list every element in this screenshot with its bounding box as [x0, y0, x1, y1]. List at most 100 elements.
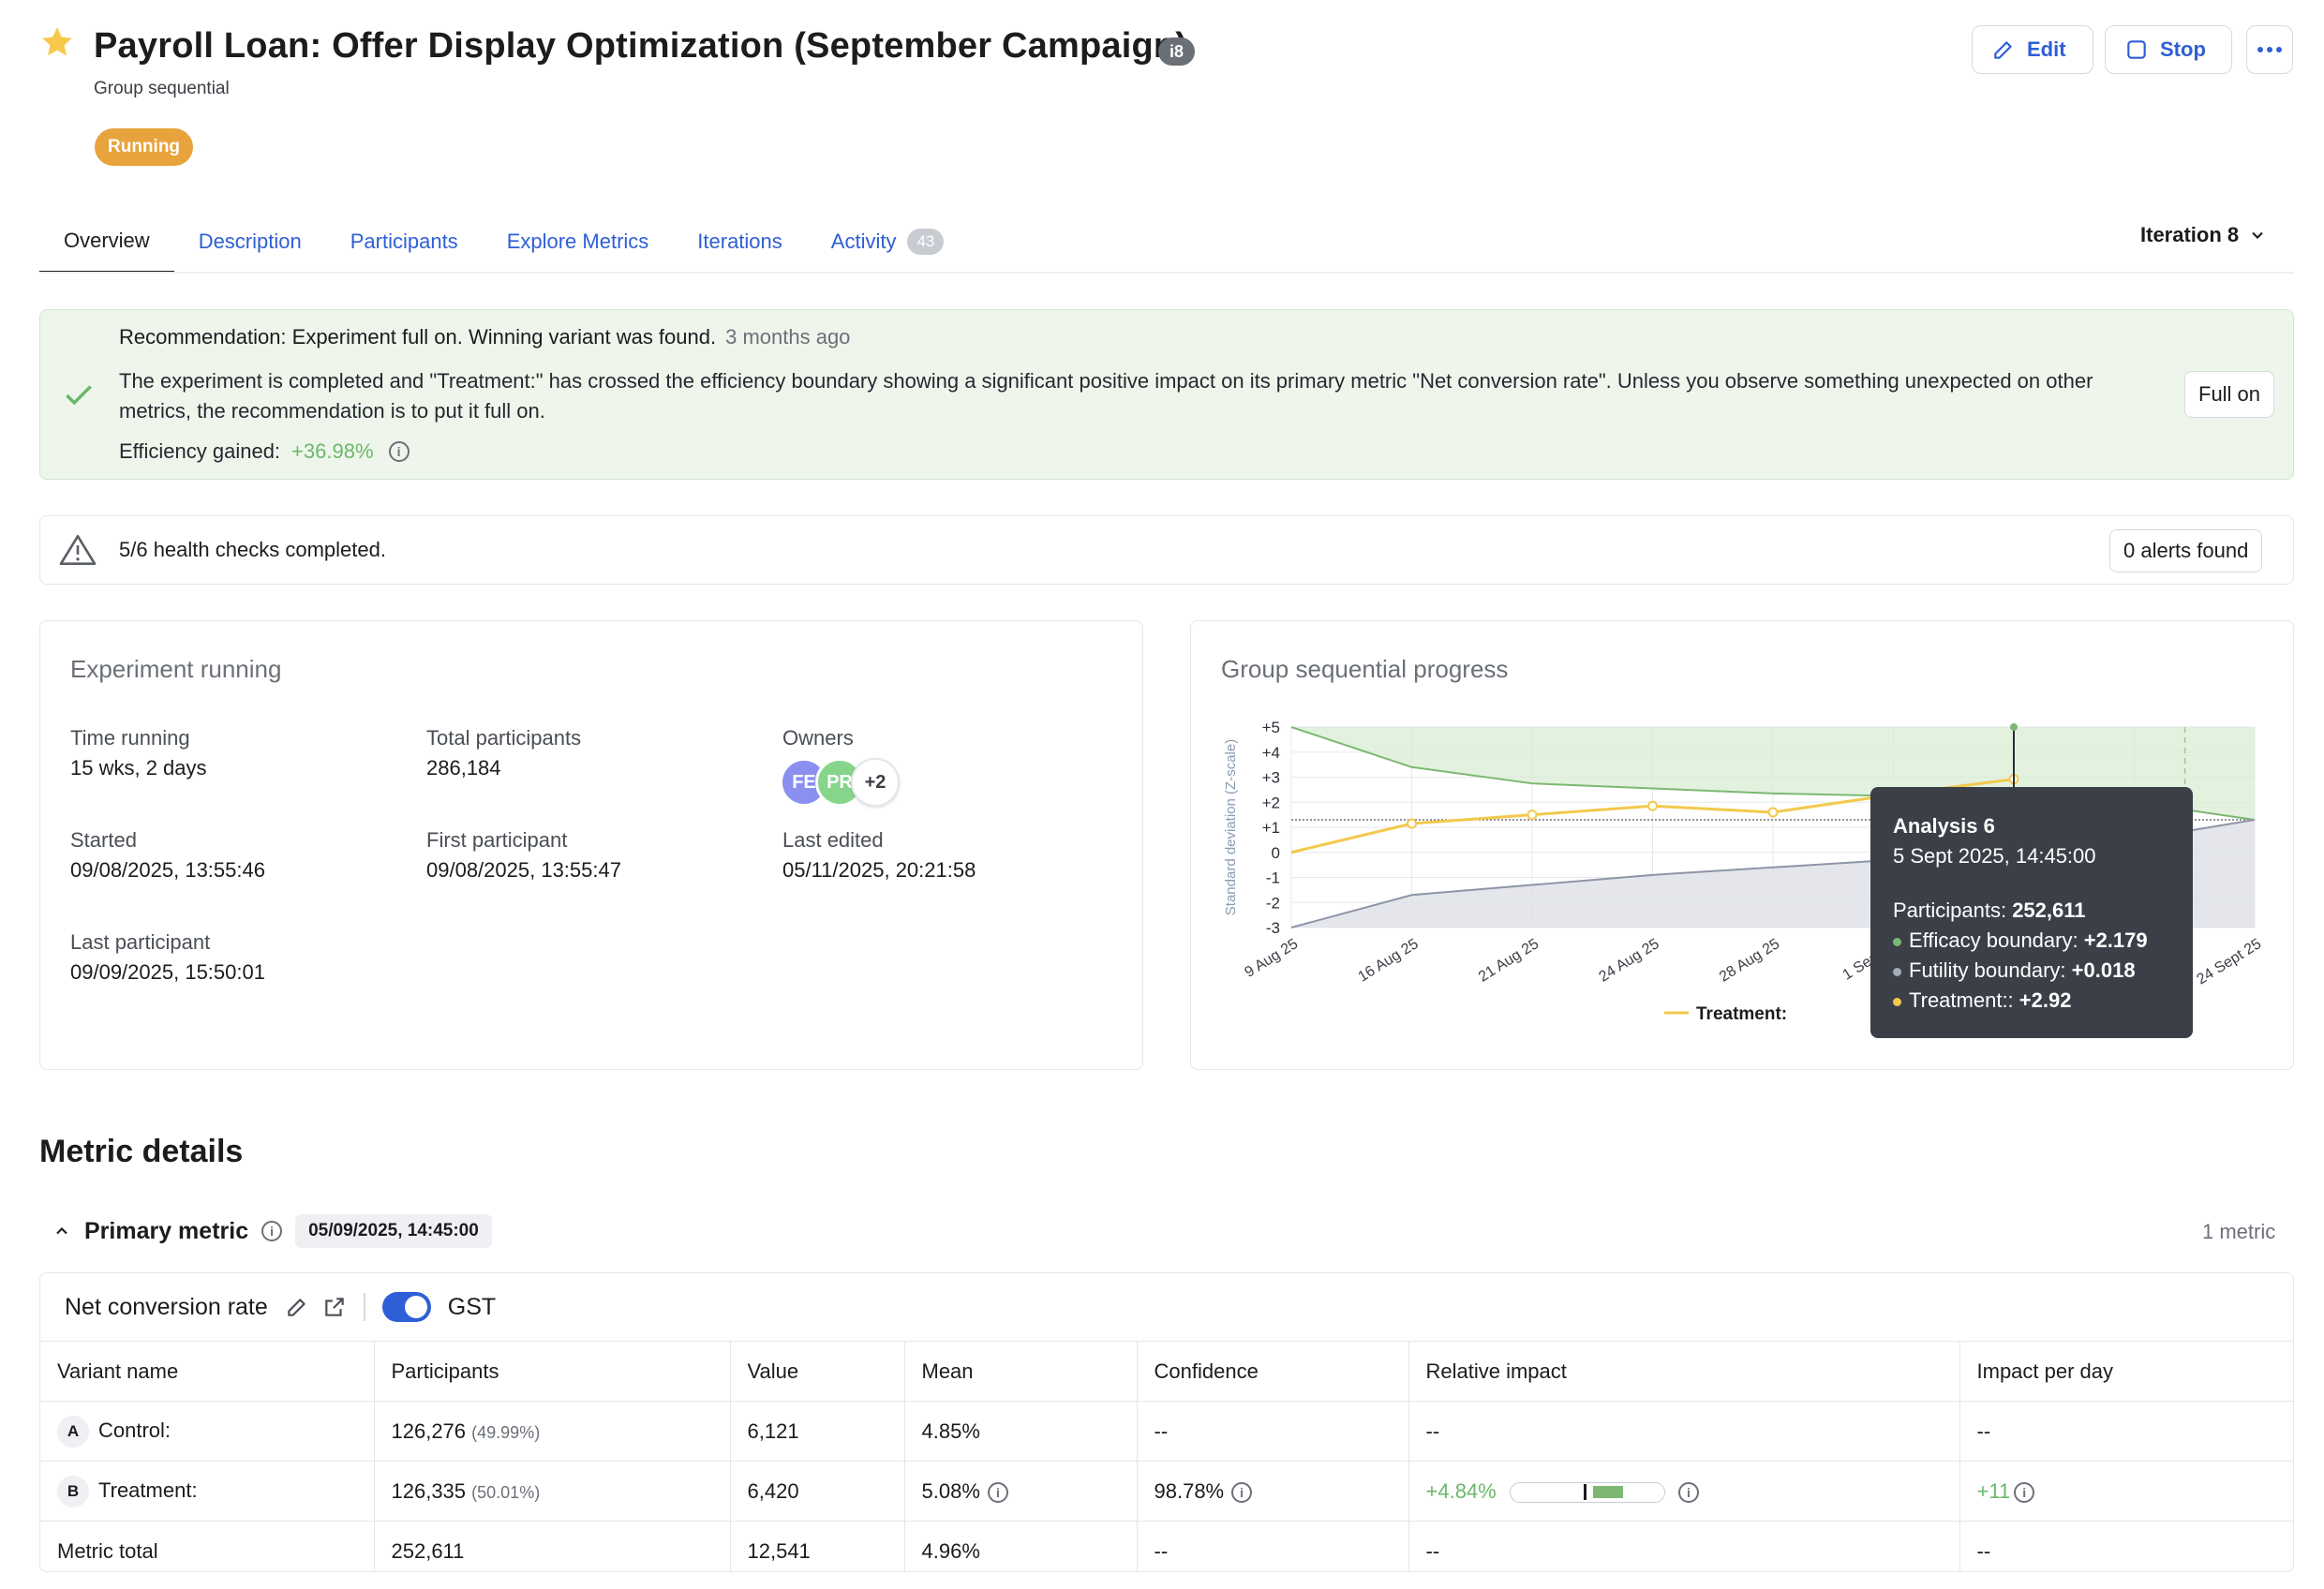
mean-cell: 4.96% [904, 1521, 1138, 1571]
tooltip-futility: Futility boundary: +0.018 [1893, 956, 2170, 986]
favorite-star-icon[interactable] [39, 24, 75, 60]
external-link-icon[interactable] [322, 1295, 347, 1319]
full-on-button[interactable]: Full on [2184, 371, 2275, 418]
tooltip-efficacy: Efficacy boundary: +2.179 [1893, 926, 2170, 956]
impact-interval [1592, 1485, 1625, 1498]
x-tick-label: 9 Aug 25 [1243, 936, 1302, 981]
info-icon[interactable]: i [388, 441, 410, 462]
info-icon[interactable]: i [1231, 1481, 1253, 1503]
column-header: Mean [904, 1341, 1138, 1402]
info-icon[interactable]: i [987, 1481, 1008, 1503]
recommendation-title: Recommendation: Experiment full on. Winn… [119, 325, 850, 349]
mean-cell: 5.08% i [904, 1461, 1138, 1522]
tooltip-date: 5 Sept 2025, 14:45:00 [1893, 844, 2096, 868]
iteration-select-label: Iteration 8 [2140, 223, 2240, 246]
chevron-up-icon[interactable] [52, 1222, 71, 1240]
y-tick-label: +4 [1262, 744, 1280, 762]
confidence-cell: -- [1137, 1401, 1409, 1462]
tooltip-label: Efficacy boundary: [1909, 928, 2078, 952]
experiment-running-card: Experiment running Time running 15 wks, … [39, 620, 1143, 1070]
tab-overview[interactable]: Overview [39, 210, 174, 274]
efficiency-label: Efficiency gained: [119, 439, 281, 463]
confidence-value: 98.78% [1154, 1478, 1225, 1503]
participants-share: (49.99%) [471, 1422, 541, 1442]
variant-chip: B [57, 1475, 89, 1507]
tab-activity-label: Activity [830, 230, 897, 253]
primary-metric-label: Primary metric [84, 1217, 249, 1244]
table-total-row: Metric total 252,611 12,541 4.96% -- -- … [40, 1521, 2293, 1571]
stop-square-icon [2127, 40, 2146, 59]
tooltip-value: +0.018 [2071, 958, 2136, 982]
field-value: 15 wks, 2 days [70, 756, 207, 780]
edit-label: Edit [2027, 37, 2066, 61]
pencil-icon[interactable] [285, 1295, 309, 1319]
iteration-select[interactable]: Iteration 8 [2140, 223, 2267, 247]
field-value: 286,184 [426, 756, 501, 780]
mean-value: 5.08% [921, 1478, 980, 1503]
iteration-badge: i8 [1158, 37, 1196, 66]
impact-interval-bar [1509, 1481, 1665, 1503]
field-label: Owners [782, 726, 854, 750]
tooltip-value: +2.92 [2019, 988, 2072, 1012]
card-title: Experiment running [70, 655, 282, 683]
tooltip-title: Analysis 6 [1893, 814, 1995, 838]
y-tick-label: -1 [1266, 869, 1280, 887]
tooltip-value: 252,611 [2012, 898, 2086, 922]
tab-iterations[interactable]: Iterations [697, 230, 782, 253]
y-tick-label: +2 [1262, 794, 1280, 811]
field-label: Started [70, 828, 137, 852]
gst-toggle[interactable] [381, 1292, 431, 1322]
column-header: Variant name [40, 1341, 375, 1402]
tab-participants[interactable]: Participants [350, 230, 458, 253]
more-options-button[interactable] [2246, 25, 2293, 74]
value-cell: 6,420 [730, 1461, 905, 1522]
metric-count: 1 metric [2202, 1220, 2276, 1243]
divider [363, 1293, 365, 1321]
recommendation-title-text: Recommendation: Experiment full on. Winn… [119, 325, 717, 349]
check-icon [66, 385, 92, 406]
efficiency-value: +36.98% [291, 439, 374, 463]
alerts-button[interactable]: 0 alerts found [2109, 529, 2263, 572]
total-label: Metric total [40, 1521, 375, 1571]
variant-chip: A [57, 1415, 89, 1448]
recommendation-body: The experiment is completed and "Treatme… [119, 369, 2093, 423]
time-running: Time running 15 wks, 2 days [70, 726, 207, 780]
table-row: B Treatment: 126,335 (50.01%) 6,420 5.08%… [40, 1461, 2293, 1522]
table-header-row: Variant name Participants Value Mean Con… [40, 1341, 2293, 1402]
y-tick-label: -3 [1266, 919, 1280, 937]
metric-table: Variant name Participants Value Mean Con… [40, 1341, 2293, 1571]
more-horizontal-icon [2257, 47, 2282, 52]
x-tick-label: 28 Aug 25 [1717, 936, 1782, 986]
field-value: 09/09/2025, 15:50:01 [70, 960, 265, 984]
mean-cell: 4.85% [904, 1401, 1138, 1462]
primary-metric-header[interactable]: Primary metric i 05/09/2025, 14:45:00 [52, 1214, 492, 1248]
edit-button[interactable]: Edit [1972, 25, 2093, 74]
column-header: Relative impact [1408, 1341, 1960, 1402]
gst-label: GST [447, 1293, 497, 1320]
per-day-value: +11 [1976, 1478, 2011, 1503]
experiment-type: Group sequential [94, 79, 230, 98]
column-header: Impact per day [1959, 1341, 2293, 1402]
treatment-point [1767, 807, 1779, 818]
y-tick-label: +5 [1262, 719, 1280, 736]
tab-activity[interactable]: Activity 43 [807, 210, 969, 274]
info-icon[interactable]: i [2014, 1481, 2035, 1503]
column-header: Value [730, 1341, 905, 1402]
value-cell: 12,541 [730, 1521, 905, 1571]
field-label: Last edited [782, 828, 884, 852]
info-icon[interactable]: i [1677, 1481, 1699, 1503]
started: Started 09/08/2025, 13:55:46 [70, 828, 265, 883]
confidence-cell: 98.78% i [1137, 1461, 1409, 1522]
info-icon[interactable]: i [261, 1221, 283, 1241]
tab-explore-metrics[interactable]: Explore Metrics [506, 230, 649, 253]
card-title: Group sequential progress [1221, 655, 1509, 683]
x-tick-label: 24 Sept 25 [2194, 936, 2264, 988]
tab-description[interactable]: Description [198, 230, 302, 253]
more-owners-avatar[interactable]: +2 [851, 758, 900, 807]
owner-avatars[interactable]: FE PR +2 [780, 758, 900, 807]
stop-button[interactable]: Stop [2105, 25, 2232, 74]
tooltip-value: +2.179 [2083, 928, 2148, 952]
field-label: Last participant [70, 930, 211, 954]
variant-cell: B Treatment: [40, 1461, 375, 1522]
participants-share: (50.01%) [471, 1482, 541, 1502]
